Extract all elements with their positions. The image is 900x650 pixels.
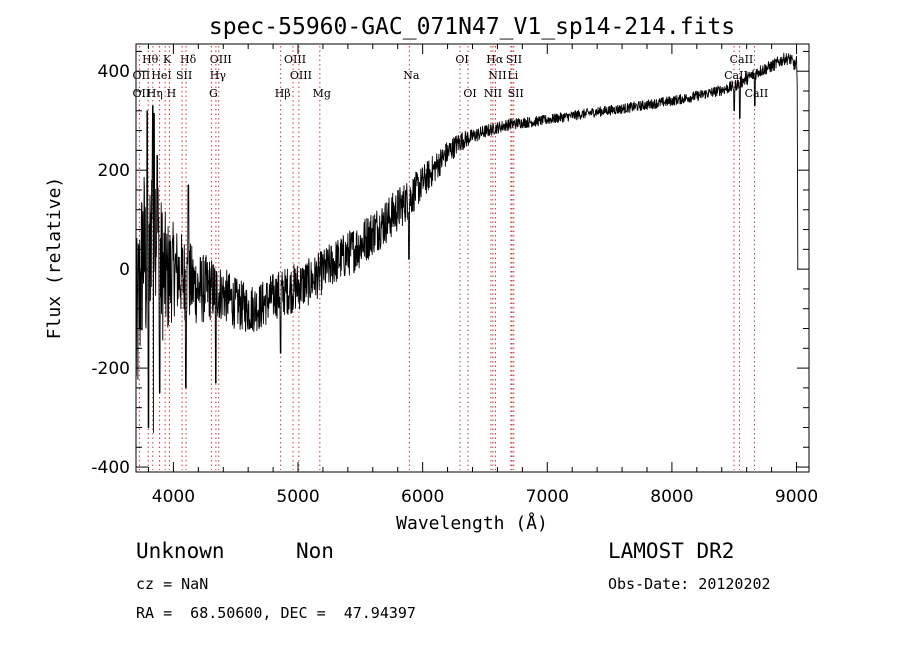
- y-axis-label: Flux (relative): [44, 177, 65, 340]
- y-tick-label: -400: [91, 458, 130, 478]
- plot-frame: [135, 43, 810, 473]
- spectral-line-label: OII: [133, 69, 151, 82]
- object-subclass: Non: [296, 539, 334, 563]
- spectral-line-label: OIII: [290, 69, 312, 82]
- spectral-line-label: SII: [176, 69, 192, 82]
- spectral-line-label: OII: [133, 87, 151, 100]
- y-tick-label: 400: [98, 62, 130, 82]
- spectral-line-label: K: [163, 53, 172, 66]
- x-tick-label: 5000: [276, 487, 319, 507]
- spectral-line-label: G: [209, 87, 218, 100]
- sky-coordinates: RA = 68.50600, DEC = 47.94397: [136, 604, 416, 622]
- spectral-line-label: H: [167, 87, 177, 100]
- x-tick-label: 4000: [152, 487, 195, 507]
- object-class: Unknown: [136, 539, 225, 563]
- spectrum-line: [135, 52, 799, 433]
- x-tick-label: 6000: [401, 487, 444, 507]
- spectral-line-label: CaII: [745, 87, 769, 100]
- x-tick-label: 7000: [526, 487, 569, 507]
- observation-date: Obs-Date: 20120202: [608, 575, 771, 593]
- spectral-line-label: OI: [463, 87, 476, 100]
- chart-title: spec-55960-GAC_071N47_V1_sp14-214.fits: [209, 14, 735, 40]
- spectral-line-label: NII: [484, 87, 502, 100]
- spectral-line-label: Hδ: [180, 53, 197, 66]
- spectrum-series: [135, 52, 799, 433]
- spectral-line-label: Hβ: [275, 87, 291, 100]
- redshift-cz: cz = NaN: [136, 575, 209, 593]
- y-tick-label: 200: [98, 161, 130, 181]
- spectral-line-label: Hγ: [210, 69, 227, 82]
- spectral-line-label: OI: [455, 53, 468, 66]
- spectral-line-label: NII: [488, 69, 506, 82]
- spectral-line-label: CaII: [730, 53, 754, 66]
- x-tick-label: 9000: [775, 487, 818, 507]
- axis-ticks: 4000 5000 6000 7000 8000 9000 -400 -200 0 200 400: [91, 44, 818, 507]
- survey-name: LAMOST DR2: [608, 539, 735, 563]
- spectral-line-label: Na: [403, 69, 420, 82]
- spectral-line-label: SII: [508, 87, 524, 100]
- y-tick-label: 0: [119, 260, 130, 280]
- spectral-line-label: Hθ: [142, 53, 159, 66]
- y-tick-label: -200: [91, 359, 130, 379]
- spectral-line-label: Li: [507, 69, 518, 82]
- spectral-line-label: Hη: [147, 87, 163, 100]
- spectral-line-label: Mg: [313, 87, 331, 100]
- x-tick-label: 8000: [650, 487, 693, 507]
- spectral-line-label: OIII: [284, 53, 306, 66]
- x-axis-label: Wavelength (Å): [396, 512, 548, 534]
- spectral-line-label: HeI: [151, 69, 171, 82]
- spectral-line-label: OIII: [210, 53, 232, 66]
